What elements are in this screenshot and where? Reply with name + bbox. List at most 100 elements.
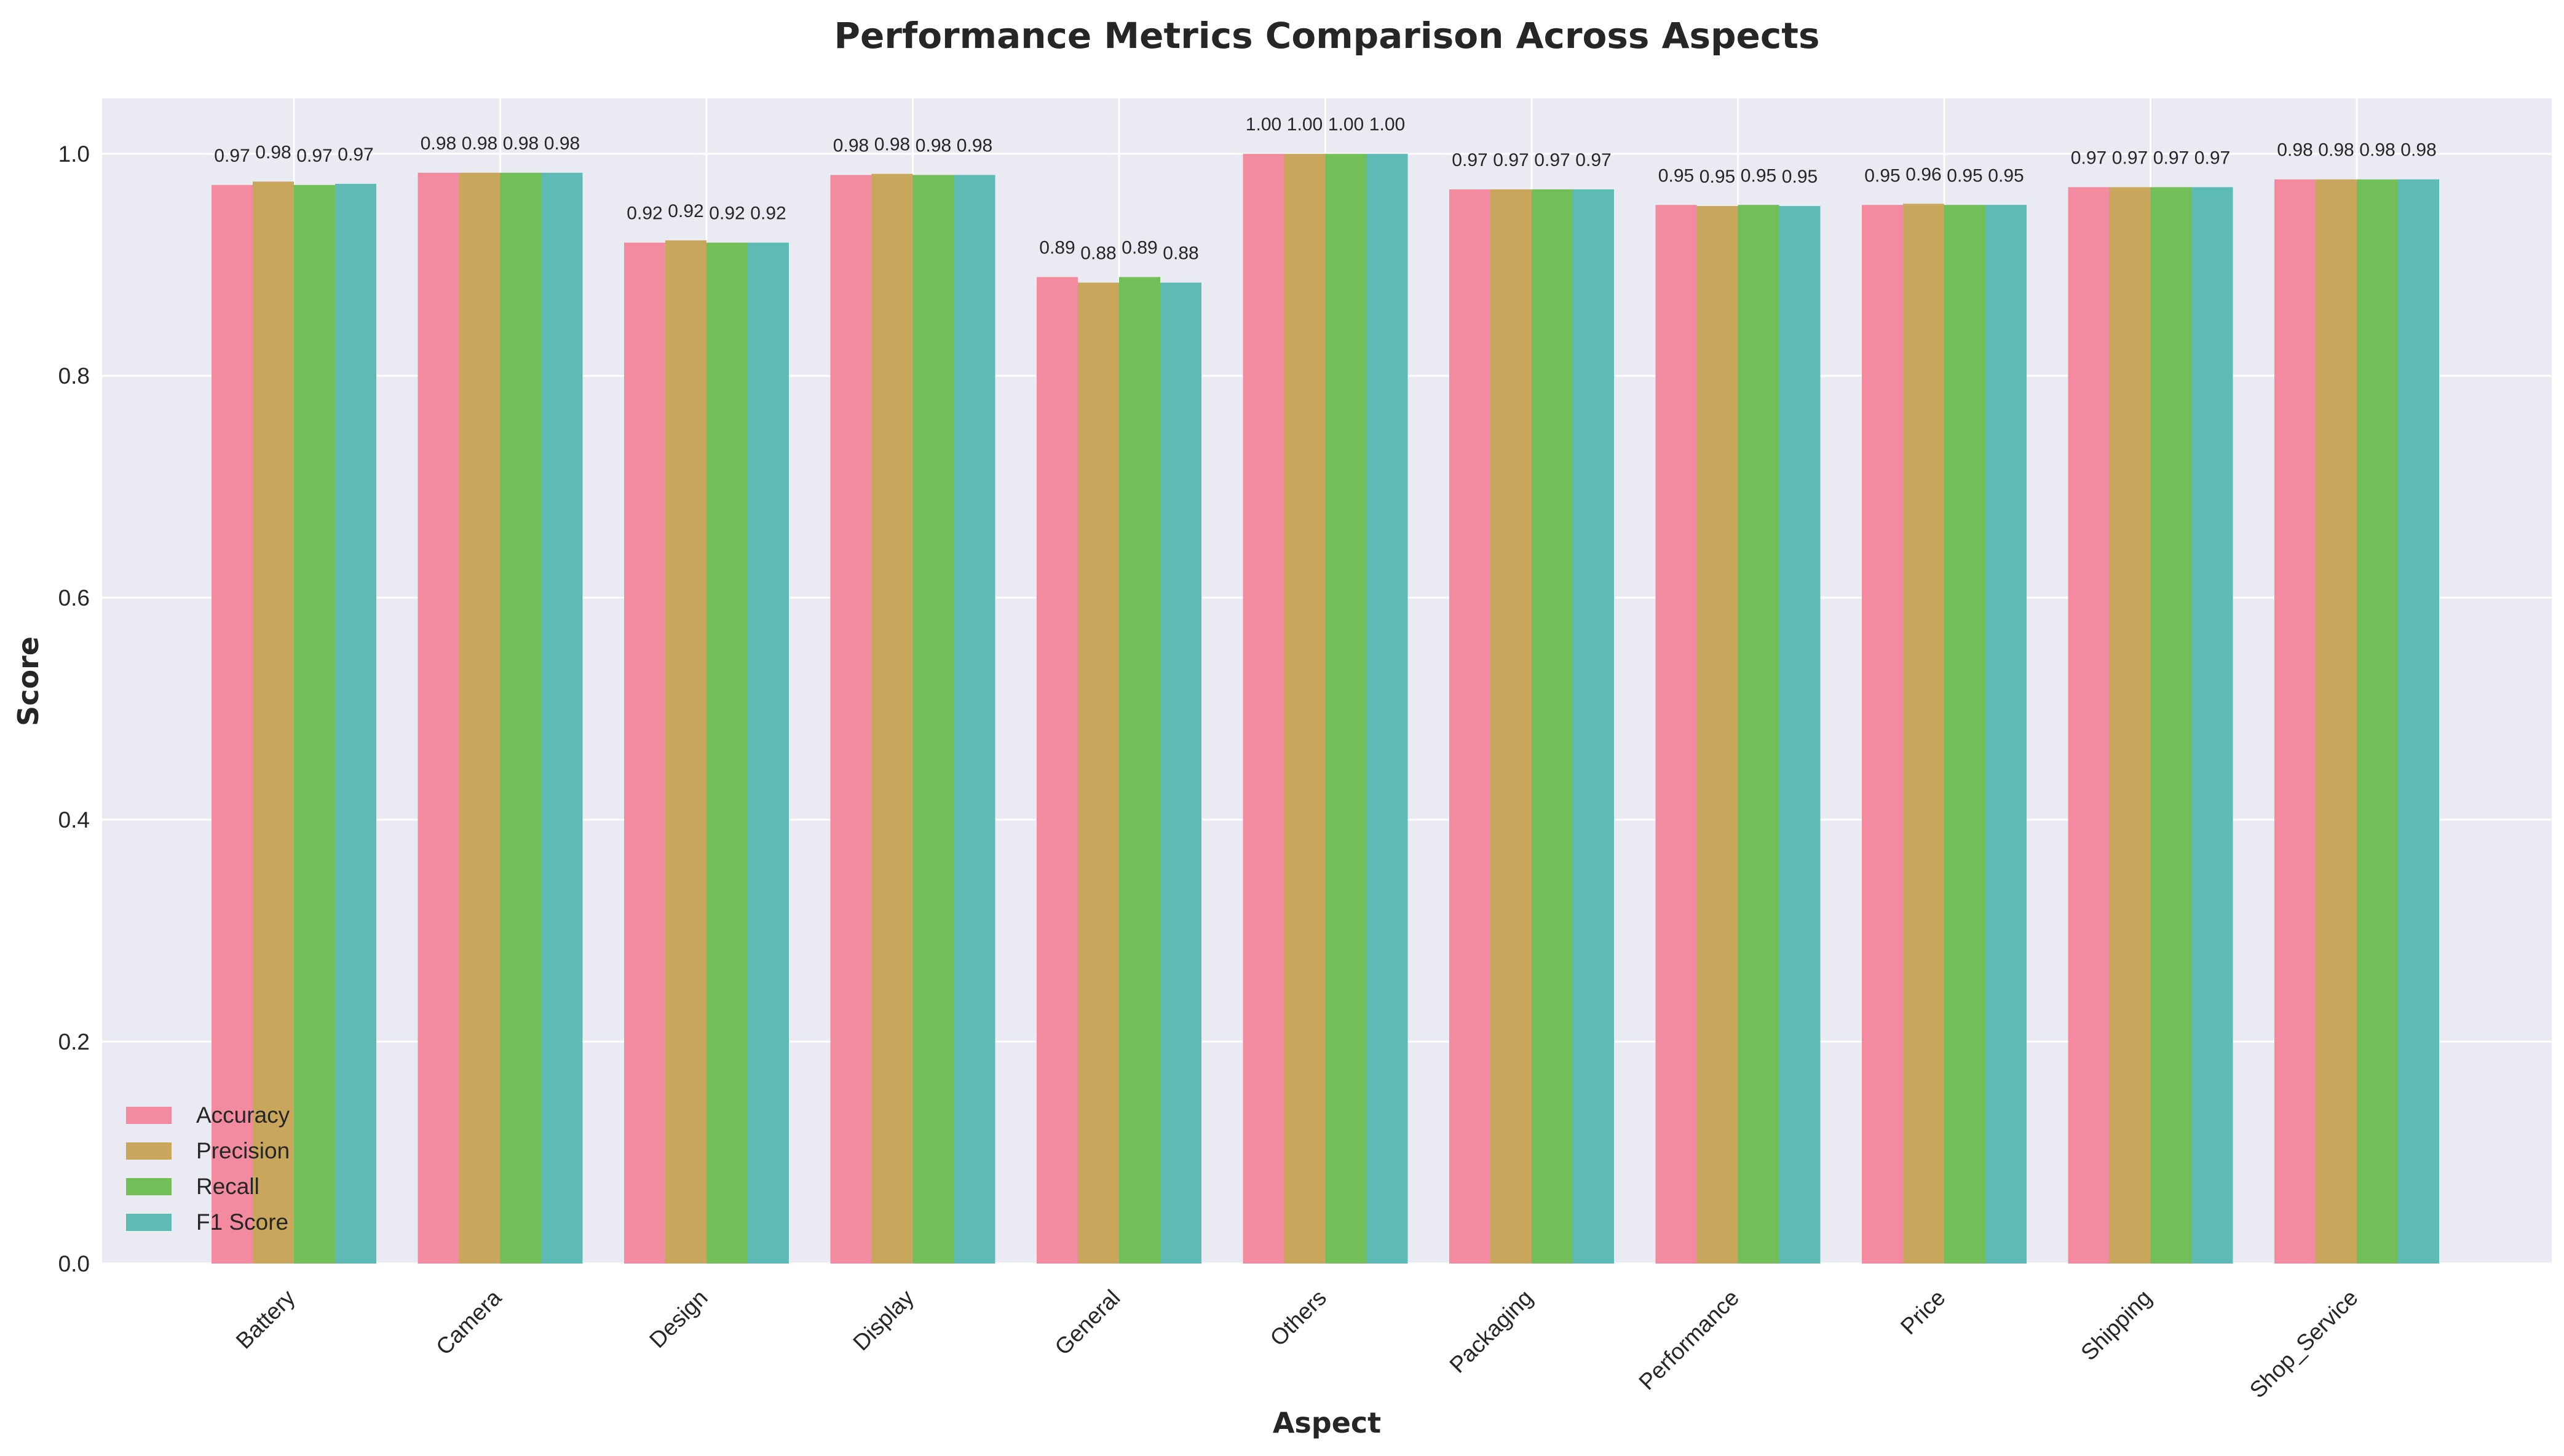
bar-accuracy-shop_service [2274,179,2316,1264]
legend-label: F1 Score [196,1209,288,1235]
data-label: 0.95 [1741,165,1776,186]
data-label: 0.95 [1988,165,2024,186]
bar-precision-others [1284,154,1326,1264]
bar-recall-design [706,242,748,1264]
bar-accuracy-packaging [1449,189,1490,1264]
data-label: 0.98 [255,142,291,162]
data-label: 0.88 [1080,243,1116,264]
bar-recall-display [912,175,954,1264]
x-tick-label: Shop_Service [2245,1285,2363,1403]
bar-recall-battery [294,184,335,1264]
data-label: 0.97 [1534,150,1570,170]
bar-precision-battery [253,181,294,1264]
bar-f1-score-shipping [2191,187,2233,1264]
y-axis-ticks: 0.0 0.2 0.4 0.6 0.8 1.0 [58,141,90,1276]
y-tick-label: 0.2 [58,1029,90,1054]
data-label: 0.97 [1575,150,1611,170]
data-label: 0.97 [2153,148,2189,168]
legend-label: Precision [196,1138,290,1163]
bar-accuracy-shipping [2068,187,2110,1264]
bar-recall-others [1325,154,1367,1264]
data-label: 0.97 [1493,150,1529,170]
bar-accuracy-display [830,175,872,1264]
bar-f1-score-performance [1779,206,1821,1264]
bar-accuracy-performance [1655,205,1697,1264]
data-label: 0.95 [1782,167,1818,187]
x-axis-ticks: Battery Camera Design Display General Others P… [231,1284,2363,1403]
bar-recall-packaging [1532,189,1573,1264]
bar-accuracy-design [624,242,665,1264]
bar-accuracy-others [1243,154,1284,1264]
bar-recall-shipping [2150,187,2192,1264]
bar-precision-design [665,240,706,1264]
data-label: 0.97 [338,144,373,165]
x-tick-label: Design [644,1285,712,1353]
bar-accuracy-general [1037,277,1078,1264]
data-label: 0.95 [1699,167,1735,187]
y-axis-label: Score [12,636,45,726]
data-label: 0.95 [1947,165,1982,186]
legend-label: Accuracy [196,1102,290,1128]
data-label: 0.97 [1452,150,1487,170]
bar-recall-performance [1738,205,1779,1264]
bar-precision-price [1903,204,1944,1264]
data-label: 0.92 [750,204,786,224]
legend-swatch [126,1142,172,1160]
bar-recall-shop_service [2357,179,2398,1264]
x-tick-label: Battery [231,1284,300,1353]
y-tick-label: 1.0 [58,141,90,167]
data-label: 0.98 [421,133,456,154]
data-label: 0.97 [2194,148,2230,168]
y-tick-label: 0.0 [58,1251,90,1276]
data-label: 0.92 [709,204,745,224]
data-label: 0.95 [1864,165,1900,186]
bar-precision-packaging [1490,189,1532,1264]
x-tick-label: Packaging [1444,1285,1537,1378]
data-label: 0.97 [296,146,332,166]
data-label: 0.89 [1122,238,1157,258]
x-tick-label: Performance [1634,1285,1744,1395]
y-tick-label: 0.4 [58,807,90,833]
data-label: 1.00 [1287,114,1323,135]
y-tick-label: 0.6 [58,585,90,611]
data-label: 0.89 [1039,238,1075,258]
bar-f1-score-design [748,242,789,1264]
bar-accuracy-price [1862,205,1903,1264]
data-label: 0.98 [2359,140,2395,160]
bar-f1-score-others [1366,154,1408,1264]
data-label: 0.97 [2112,148,2148,168]
bar-recall-camera [500,172,542,1264]
data-label: 0.96 [1905,164,1941,184]
bar-precision-shipping [2109,187,2151,1264]
data-label: 0.88 [1163,243,1198,264]
data-label: 0.98 [833,136,869,156]
chart-title: Performance Metrics Comparison Across As… [834,15,1820,57]
data-label: 1.00 [1246,114,1281,135]
data-label: 0.98 [874,135,910,155]
bar-precision-display [871,173,913,1264]
data-label: 0.95 [1658,165,1694,186]
bar-precision-general [1078,282,1119,1264]
x-tick-label: General [1050,1285,1125,1360]
data-label: 0.98 [2400,140,2436,160]
x-tick-label: Camera [431,1284,506,1359]
legend-label: Recall [196,1174,259,1199]
data-label: 0.97 [2071,148,2107,168]
bar-f1-score-display [954,175,995,1264]
bar-accuracy-camera [417,172,459,1264]
x-tick-label: Display [848,1284,919,1355]
legend: Accuracy Precision Recall F1 Score [126,1102,290,1235]
data-label: 0.98 [462,133,497,154]
legend-swatch [126,1107,172,1124]
data-label: 0.98 [2277,140,2313,160]
bar-recall-general [1119,277,1160,1264]
bar-f1-score-camera [541,172,583,1264]
bar-accuracy-battery [212,184,253,1264]
data-label: 0.92 [627,204,662,224]
data-label: 0.98 [503,133,539,154]
data-label: 0.98 [544,133,580,154]
data-label: 0.98 [957,136,992,156]
data-label: 0.98 [916,136,951,156]
x-tick-label: Shipping [2076,1285,2156,1366]
